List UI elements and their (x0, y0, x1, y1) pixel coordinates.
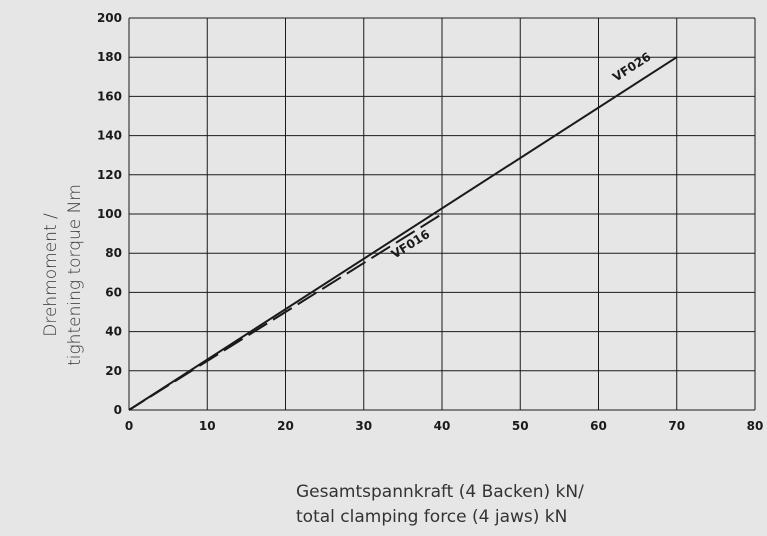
series-line-vf016 (128, 213, 443, 411)
y-tick-label: 120 (97, 168, 122, 182)
x-tick-label: 40 (434, 419, 451, 433)
series-line-vf026 (128, 56, 678, 411)
y-tick-label: 140 (97, 129, 122, 143)
y-tick-label: 160 (97, 89, 122, 103)
series-label-vf026: VF026 (610, 50, 653, 85)
x-tick-label: 80 (747, 419, 764, 433)
x-axis-label: Gesamtspannkraft (4 Backen) kN/ total cl… (296, 480, 584, 530)
y-tick-label: 80 (105, 246, 122, 260)
y-tick-label: 60 (105, 285, 122, 299)
x-tick-label: 30 (355, 419, 372, 433)
x-tick-label: 50 (512, 419, 529, 433)
y-tick-label: 0 (114, 403, 122, 417)
x-axis-label-line-1: Gesamtspannkraft (4 Backen) kN/ (296, 482, 584, 502)
y-tick-label: 200 (97, 11, 122, 25)
y-axis-label: Drehmoment / tightening torque Nm (8, 130, 118, 420)
x-tick-label: 10 (199, 419, 216, 433)
y-tick-label: 100 (97, 207, 122, 221)
y-axis-label-line-1: Drehmoment / (41, 213, 61, 337)
x-tick-label: 60 (590, 419, 607, 433)
series-labels: VF026 VF016 (389, 50, 654, 262)
y-tick-label: 180 (97, 50, 122, 64)
x-tick-label: 70 (668, 419, 685, 433)
tick-labels: 0 10 20 30 40 50 60 70 80 0 20 40 60 80 100 120 140 160 18… (97, 11, 763, 433)
x-tick-label: 0 (125, 419, 133, 433)
grid (128, 17, 756, 411)
x-axis-label-line-2: total clamping force (4 jaws) kN (296, 507, 568, 527)
y-tick-label: 20 (105, 364, 122, 378)
x-tick-label: 20 (277, 419, 294, 433)
y-axis-label-line-2: tightening torque Nm (65, 184, 85, 366)
series-label-vf016: VF016 (389, 227, 432, 261)
series-lines (128, 56, 678, 411)
y-tick-label: 40 (105, 325, 122, 339)
